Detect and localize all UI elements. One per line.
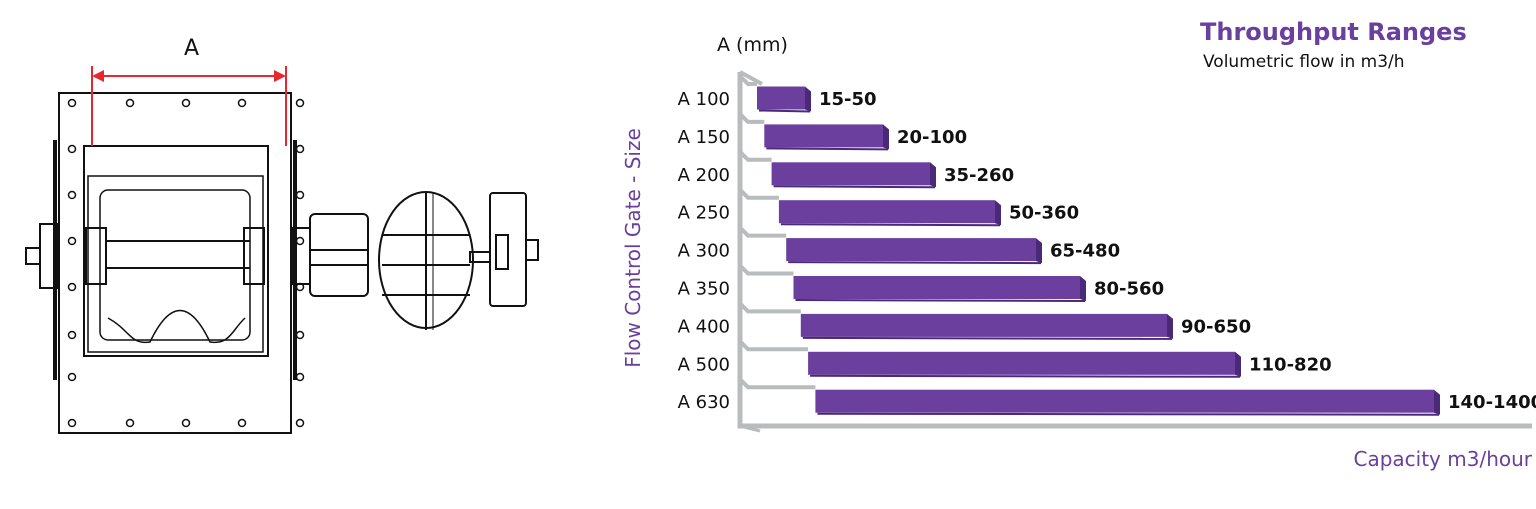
y-tick-label: A 150: [678, 127, 730, 148]
data-label: 140-1400: [1448, 392, 1536, 413]
actuator-bracket: [309, 213, 369, 297]
bar-a250: [778, 200, 995, 224]
x-axis-label: Capacity m3/hour: [1353, 447, 1532, 471]
bolt-hole: [295, 190, 305, 200]
bolt-hole: [67, 144, 77, 154]
bar-a200: [771, 162, 930, 186]
bar-a400: [800, 313, 1167, 337]
bolt-hole: [295, 372, 305, 382]
chart-plot: A 100 15-50 A 150 20-100 A 200 35-260 A 250 50-…: [678, 70, 1536, 433]
bearing-right: [243, 227, 265, 285]
bar-connector: [738, 188, 779, 200]
y-tick-label: A 200: [678, 165, 730, 186]
bolt-hole: [125, 418, 135, 428]
y-column-header: A (mm): [717, 34, 788, 56]
bolt-hole: [295, 418, 305, 428]
y-axis-label: Flow Control Gate - Size: [621, 128, 645, 368]
gate-frame: [58, 92, 292, 434]
bar-side: [1167, 313, 1173, 339]
bar-connector: [738, 112, 765, 124]
gate-technical-drawing: [25, 66, 539, 434]
axis-cap: [739, 70, 763, 86]
y-tick-label: A 630: [678, 392, 730, 413]
bar-connector: [738, 150, 772, 162]
bolt-hole: [67, 282, 77, 292]
bolt-hole: [125, 98, 135, 108]
bar-a100: [757, 86, 805, 110]
data-label: 35-260: [944, 165, 1014, 186]
data-label: 50-360: [1009, 203, 1079, 224]
bolt-hole: [181, 98, 191, 108]
data-label: 15-50: [819, 89, 877, 110]
bar-side: [883, 124, 889, 150]
bolt-holes: [67, 98, 305, 428]
chart-subtitle: Volumetric flow in m3/h: [1203, 52, 1405, 72]
bar-side: [805, 86, 811, 112]
bearing-left: [85, 227, 107, 285]
bolt-hole: [67, 190, 77, 200]
data-label: 110-820: [1249, 354, 1332, 375]
chart-title: Throughput Ranges: [1200, 18, 1467, 46]
y-tick-label: A 350: [678, 279, 730, 300]
bolt-hole: [67, 98, 77, 108]
data-label: 90-650: [1181, 316, 1251, 337]
bolt-hole: [237, 418, 247, 428]
bolt-hole: [67, 236, 77, 246]
bolt-hole: [295, 236, 305, 246]
data-label: 20-100: [897, 127, 967, 148]
y-tick-label: A 250: [678, 203, 730, 224]
bar-side: [930, 162, 936, 188]
dimension-label: A: [184, 36, 200, 61]
bar-side: [1036, 238, 1042, 264]
bolt-hole: [67, 372, 77, 382]
bar-a350: [793, 276, 1080, 299]
bar-connector: [738, 74, 757, 86]
bar-connector: [738, 377, 816, 390]
bolt-hole: [295, 144, 305, 154]
bar-connector: [738, 264, 794, 276]
y-tick-label: A 100: [678, 89, 730, 110]
bar-side: [1235, 351, 1241, 377]
bar-side: [1434, 389, 1440, 415]
bar-connector: [738, 226, 787, 238]
bolt-hole: [295, 330, 305, 340]
bar-connector: [738, 301, 801, 314]
bar-a630: [815, 389, 1434, 413]
bolt-hole: [181, 418, 191, 428]
data-label: 80-560: [1094, 279, 1164, 300]
y-tick-label: A 500: [678, 354, 730, 375]
bar-side: [1080, 276, 1086, 301]
bar-side: [995, 200, 1001, 226]
gate-opening: [83, 145, 269, 357]
bolt-hole: [237, 98, 247, 108]
y-tick-label: A 400: [678, 316, 730, 337]
bolt-hole: [295, 282, 305, 292]
bolt-hole: [67, 330, 77, 340]
bolt-hole: [67, 418, 77, 428]
data-label: 65-480: [1050, 241, 1120, 262]
bar-connector: [738, 339, 809, 352]
y-tick-label: A 300: [678, 241, 730, 262]
bar-a500: [808, 351, 1235, 375]
bolt-hole: [295, 98, 305, 108]
bar-a300: [786, 238, 1036, 262]
bar-a150: [764, 124, 883, 148]
